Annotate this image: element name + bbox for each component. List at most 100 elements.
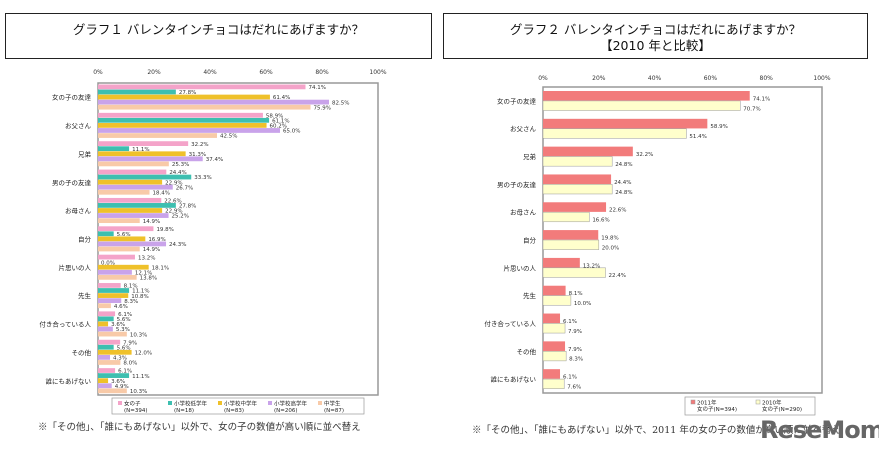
category-label: 付き合っている人 bbox=[484, 319, 536, 328]
data-label: 6.1% bbox=[118, 312, 132, 318]
data-label: 8.1% bbox=[124, 284, 138, 290]
data-label: 22.4% bbox=[608, 273, 625, 279]
data-label: 25.3% bbox=[172, 162, 189, 168]
legend-swatch bbox=[690, 399, 696, 405]
data-label: 4.3% bbox=[113, 356, 127, 362]
legend-n: (N=18) bbox=[174, 408, 194, 414]
data-label: 4.9% bbox=[115, 384, 129, 390]
data-label: 5.3% bbox=[116, 327, 130, 333]
bar bbox=[98, 254, 135, 260]
category-label: お母さん bbox=[510, 209, 537, 217]
legend-swatch bbox=[168, 401, 172, 405]
data-label: 22.6% bbox=[609, 208, 626, 214]
data-label: 13.2% bbox=[583, 263, 600, 269]
data-label: 65.0% bbox=[283, 129, 300, 135]
bar bbox=[542, 211, 590, 223]
legend-label: 小学校高学年 bbox=[274, 400, 308, 408]
tick-label: 80% bbox=[315, 69, 329, 76]
data-label: 32.2% bbox=[191, 142, 208, 148]
data-label: 58.9% bbox=[710, 124, 727, 130]
legend-swatch bbox=[218, 401, 222, 405]
data-label: 24.4% bbox=[169, 170, 186, 176]
category-label: お父さん bbox=[510, 125, 537, 133]
tick-label: 40% bbox=[648, 75, 662, 82]
data-label: 6.1% bbox=[563, 319, 577, 325]
data-label: 33.3% bbox=[194, 175, 211, 181]
category-label: 自分 bbox=[78, 235, 92, 244]
bar bbox=[98, 197, 162, 203]
data-label: 10.8% bbox=[131, 294, 148, 300]
bar bbox=[98, 141, 189, 146]
data-label: 11.1% bbox=[132, 147, 149, 153]
legend-label: 女の子 bbox=[124, 400, 141, 408]
bar bbox=[98, 283, 121, 288]
data-label: 19.8% bbox=[156, 227, 173, 233]
data-label: 6.1% bbox=[118, 369, 132, 375]
bar bbox=[98, 226, 154, 232]
data-label: 13.2% bbox=[138, 255, 155, 261]
legend-swatch bbox=[755, 399, 761, 405]
bar bbox=[98, 360, 121, 365]
bar bbox=[543, 91, 750, 101]
bar bbox=[98, 151, 186, 157]
data-label: 24.4% bbox=[614, 180, 631, 186]
bar bbox=[98, 321, 109, 327]
bar bbox=[98, 218, 140, 224]
bar bbox=[98, 104, 311, 110]
tick-label: 100% bbox=[369, 69, 386, 76]
bar bbox=[98, 146, 130, 152]
data-label: 27.8% bbox=[179, 90, 196, 96]
category-label: 女の子の友達 bbox=[52, 93, 92, 102]
data-label: 16.6% bbox=[592, 218, 609, 224]
bar bbox=[98, 368, 116, 373]
chart1-title: グラフ１ バレンタインチョコはだれにあげますか？ bbox=[72, 22, 365, 37]
data-label: 10.3% bbox=[130, 332, 147, 338]
data-label: 51.4% bbox=[689, 134, 706, 140]
data-label: 60.2% bbox=[270, 124, 287, 130]
data-label: 18.4% bbox=[153, 190, 170, 196]
data-label: 22.9% bbox=[165, 209, 182, 215]
data-label: 4.6% bbox=[114, 304, 128, 310]
bar bbox=[98, 378, 109, 384]
bar bbox=[98, 269, 132, 275]
data-label: 58.9% bbox=[266, 113, 283, 119]
legend-box bbox=[684, 396, 816, 416]
chart2-title: グラフ２ バレンタインチョコはだれにあげますか？ bbox=[509, 22, 802, 37]
bar bbox=[98, 161, 169, 167]
bar bbox=[543, 174, 612, 185]
bar bbox=[542, 267, 606, 278]
data-label: 8.3% bbox=[569, 357, 583, 363]
bar bbox=[98, 203, 176, 208]
legend-n: (N=87) bbox=[324, 408, 344, 414]
bar bbox=[98, 293, 129, 298]
category-label: 兄弟 bbox=[78, 149, 91, 158]
data-label: 61.4% bbox=[273, 95, 290, 101]
bar bbox=[98, 241, 167, 247]
bar bbox=[98, 344, 114, 350]
chart1-title-box: グラフ１ バレンタインチョコはだれにあげますか？ bbox=[5, 13, 432, 59]
bar bbox=[543, 202, 607, 212]
data-label: 74.1% bbox=[753, 96, 770, 102]
data-label: 24.8% bbox=[615, 190, 632, 196]
bar bbox=[98, 288, 130, 293]
bar bbox=[98, 383, 112, 389]
bar bbox=[98, 349, 132, 355]
tick-label: 100% bbox=[813, 75, 830, 82]
tick-label: 20% bbox=[592, 75, 606, 82]
bar bbox=[98, 388, 127, 394]
data-label: 31.3% bbox=[189, 152, 206, 158]
category-label: 片思いの人 bbox=[59, 263, 92, 272]
bar bbox=[98, 89, 176, 95]
bar bbox=[543, 285, 566, 296]
bar bbox=[98, 112, 263, 118]
legend-swatch bbox=[118, 401, 122, 405]
bar bbox=[98, 133, 217, 138]
legend-label: 小学校低学年 bbox=[174, 400, 208, 408]
data-label: 12.1% bbox=[135, 270, 152, 276]
category-label: 先生 bbox=[78, 291, 92, 300]
bar bbox=[542, 128, 687, 139]
data-label: 11.1% bbox=[132, 289, 149, 295]
category-label: お父さん bbox=[65, 122, 92, 130]
chart1-footnote: ※「その他」、「誰にもあげない」以外で、女の子の数値が高い順に並べ替え bbox=[38, 422, 361, 433]
tick-label: 60% bbox=[704, 75, 718, 82]
